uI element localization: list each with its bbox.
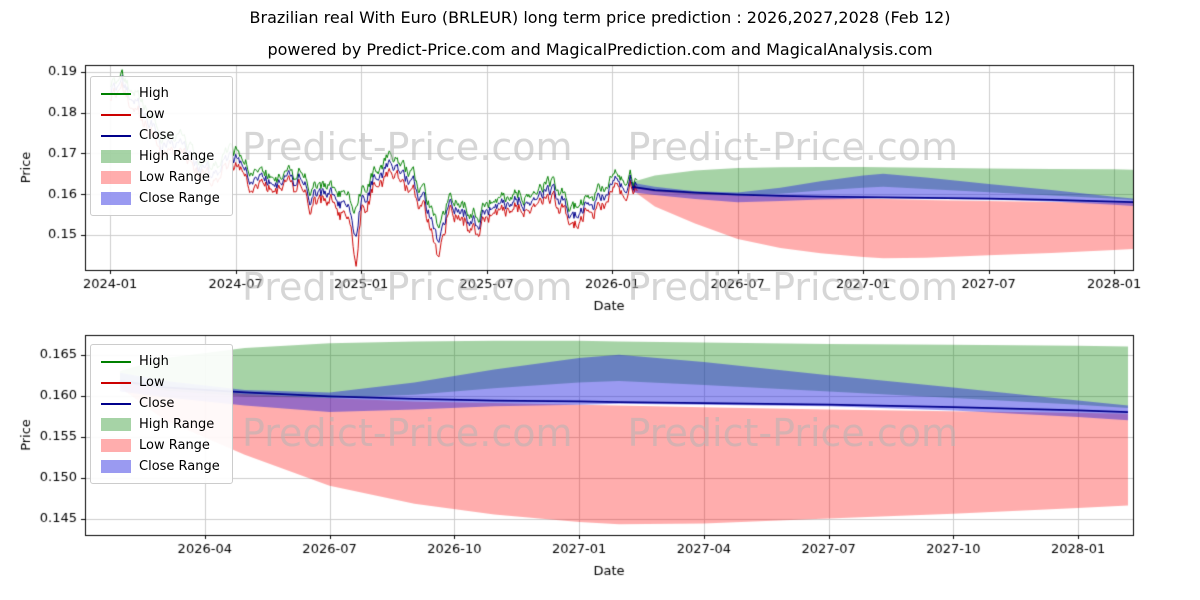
legend-entry-close: Close [101,393,220,414]
legend-label-close: Close [139,128,175,143]
figure-title: Brazilian real With Euro (BRLEUR) long t… [249,8,951,27]
legend-swatch-low [101,113,131,116]
legend-label-low: Low [139,375,165,390]
legend-swatch-high-range [101,150,131,163]
legend-entry-high: High [101,351,220,372]
legend-swatch-low-range [101,171,131,184]
legend-label-close-range: Close Range [139,191,220,206]
legend-label-high: High [139,354,169,369]
legend-bottom-chart: High Low Close High Range Low Range Close Ran… [90,344,233,484]
legend-swatch-high [101,92,131,95]
legend-label-low-range: Low Range [139,438,210,453]
legend-label-high-range: High Range [139,149,215,164]
legend-label-close: Close [139,396,175,411]
legend-label-close-range: Close Range [139,459,220,474]
legend-entry-low: Low [101,372,220,393]
legend-entry-high: High [101,83,220,104]
legend-swatch-close-range [101,460,131,473]
legend-swatch-close [101,402,131,405]
legend-entry-low: Low [101,104,220,125]
legend-swatch-close [101,134,131,137]
legend-entry-close: Close [101,125,220,146]
legend-swatch-high [101,360,131,363]
legend-swatch-close-range [101,192,131,205]
figure-subtitle: powered by Predict-Price.com and Magical… [267,40,933,59]
legend-entry-high-range: High Range [101,414,220,435]
legend-entry-high-range: High Range [101,146,220,167]
legend-label-high: High [139,86,169,101]
legend-top-chart: High Low Close High Range Low Range Close Ran… [90,76,233,216]
legend-entry-low-range: Low Range [101,435,220,456]
legend-label-high-range: High Range [139,417,215,432]
legend-entry-low-range: Low Range [101,167,220,188]
legend-swatch-high-range [101,418,131,431]
legend-label-low-range: Low Range [139,170,210,185]
legend-entry-close-range: Close Range [101,188,220,209]
legend-swatch-low [101,381,131,384]
legend-swatch-low-range [101,439,131,452]
legend-label-low: Low [139,107,165,122]
legend-entry-close-range: Close Range [101,456,220,477]
